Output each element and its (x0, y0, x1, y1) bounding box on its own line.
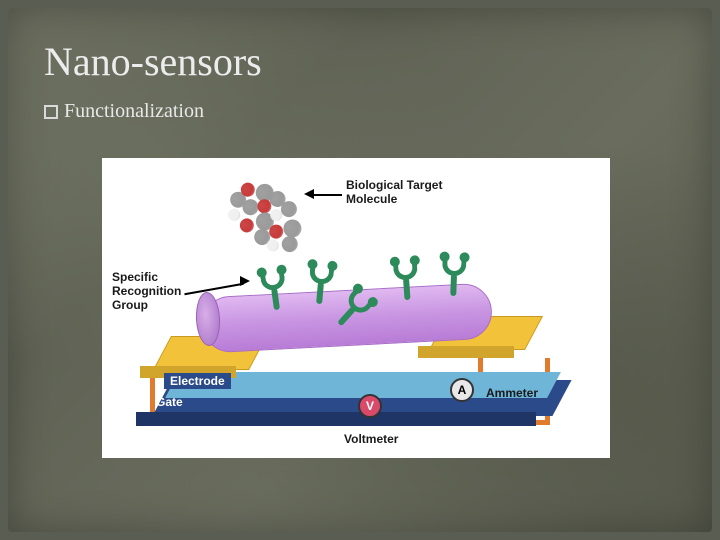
bullet-item: Functionalization (44, 100, 204, 123)
voltmeter-symbol: V (358, 394, 382, 418)
label-text: Voltmeter (344, 432, 398, 446)
receptor-icon (439, 252, 469, 297)
atom (238, 216, 257, 235)
label-electrode: Electrode (164, 373, 231, 389)
receptor-icon (305, 259, 337, 305)
label-text: Biological Target Molecule (346, 178, 442, 206)
square-bullet-icon (44, 105, 58, 119)
bullet-text: Functionalization (64, 100, 204, 123)
receptor-icon (390, 255, 421, 301)
label-text: Ammeter (486, 386, 538, 400)
ammeter-symbol: A (450, 378, 474, 402)
atom (279, 233, 300, 254)
label-text: Specific Recognition Group (112, 270, 181, 312)
arrow-head-icon (304, 189, 316, 199)
slide-title: Nano-sensors (44, 38, 262, 85)
base-plate-front (136, 412, 536, 426)
label-biological-target: Biological Target Molecule (346, 178, 476, 206)
electrode-right-front (418, 346, 514, 358)
receptor-icon (257, 264, 291, 311)
label-text: Electrode (170, 374, 225, 388)
ammeter-letter: A (458, 383, 467, 397)
arrow-head-icon (240, 276, 252, 286)
arrow-line (312, 194, 342, 196)
label-text: Gate (156, 395, 183, 409)
label-specific-recognition: Specific Recognition Group (112, 270, 202, 312)
voltmeter-letter: V (366, 399, 374, 413)
label-gate: Gate (156, 395, 183, 409)
label-ammeter: Ammeter (486, 386, 538, 400)
target-molecule (205, 157, 325, 277)
nanosensor-diagram: V A Biological Target Molecule Specific … (102, 158, 610, 458)
atom (226, 207, 242, 223)
label-voltmeter: Voltmeter (344, 432, 398, 446)
